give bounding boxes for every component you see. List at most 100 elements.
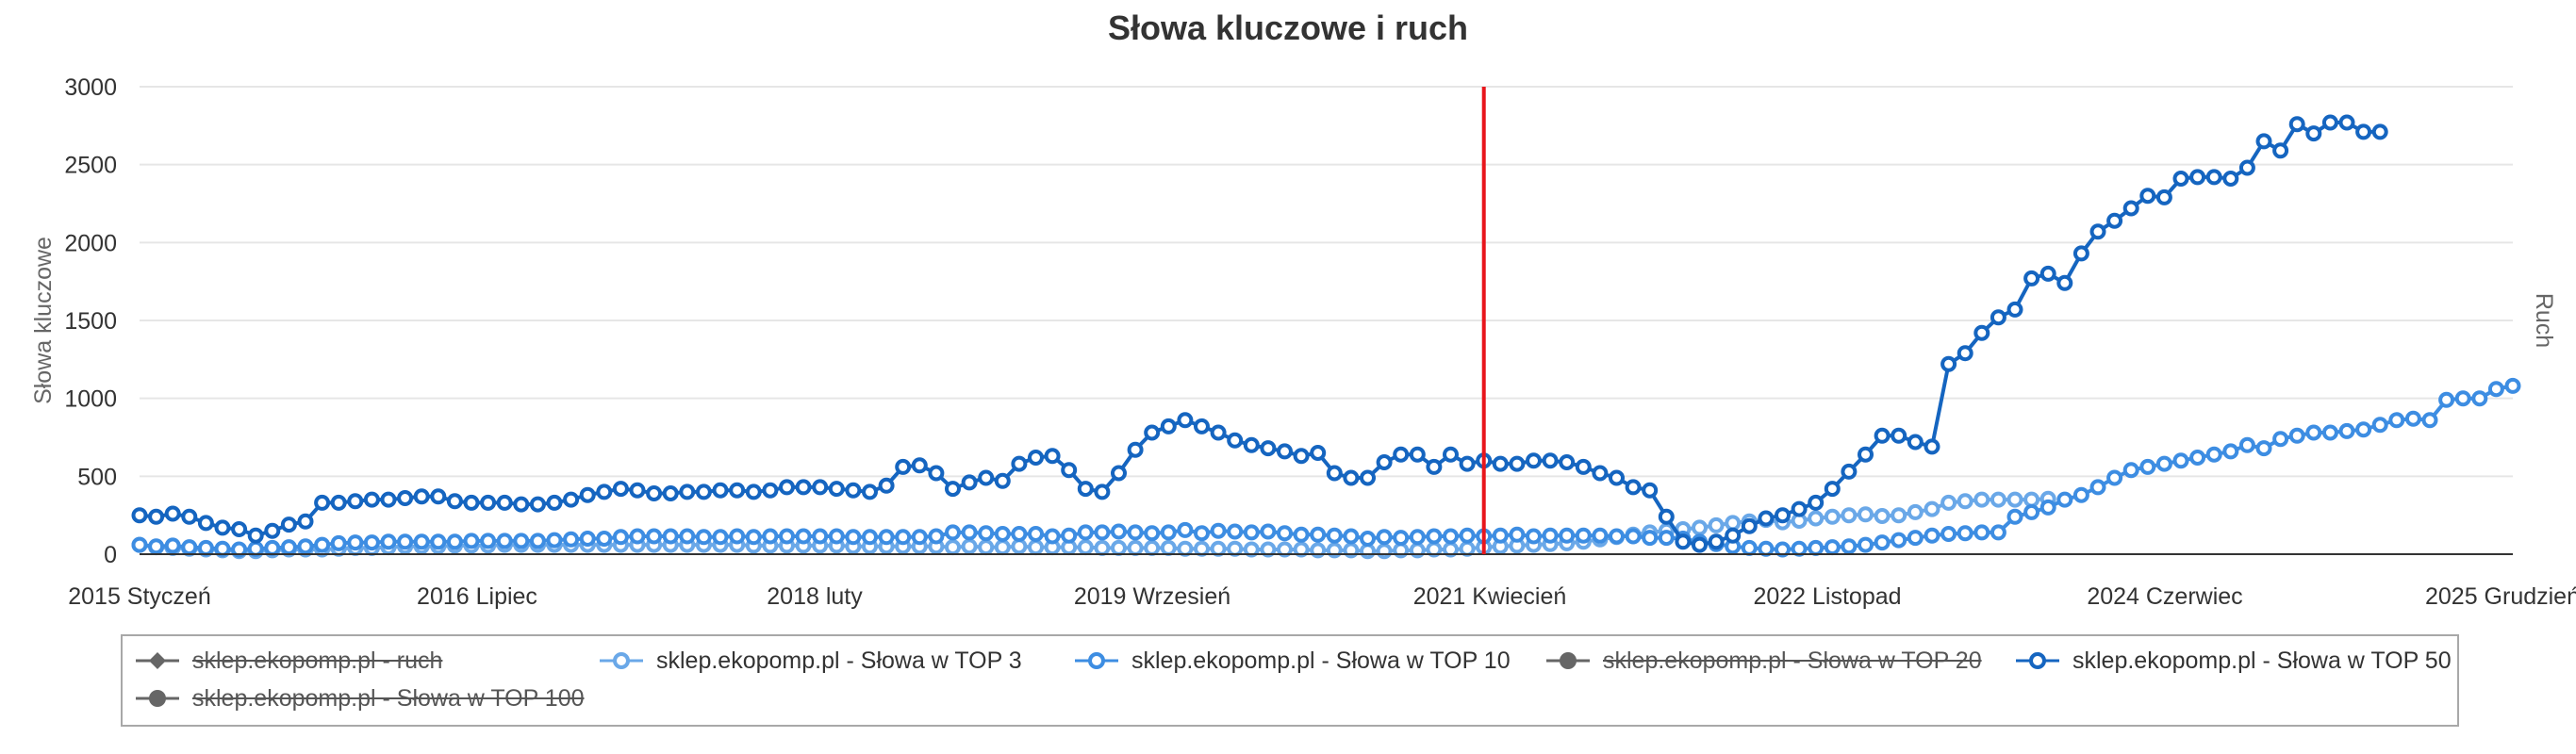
data-point[interactable] [1127, 524, 1144, 541]
data-point[interactable] [612, 481, 629, 498]
data-point[interactable] [1973, 491, 1990, 508]
data-point[interactable] [2122, 200, 2139, 217]
data-point[interactable] [1824, 539, 1841, 556]
data-point[interactable] [1891, 427, 1907, 444]
data-point[interactable] [2139, 458, 2156, 475]
data-point[interactable] [2155, 455, 2172, 472]
data-point[interactable] [1973, 324, 1990, 341]
data-point[interactable] [1526, 452, 1542, 469]
data-point[interactable] [463, 494, 480, 511]
data-point[interactable] [1642, 482, 1659, 499]
data-point[interactable] [2504, 377, 2521, 394]
data-point[interactable] [1957, 345, 1973, 362]
data-point[interactable] [961, 524, 978, 541]
data-point[interactable] [994, 472, 1011, 489]
data-point[interactable] [828, 481, 845, 498]
data-point[interactable] [2321, 424, 2338, 441]
data-point[interactable] [795, 479, 812, 496]
data-point[interactable] [712, 529, 729, 546]
data-point[interactable] [2238, 159, 2255, 176]
data-point[interactable] [779, 479, 795, 496]
data-point[interactable] [380, 533, 397, 550]
data-point[interactable] [1758, 540, 1775, 557]
data-point[interactable] [297, 538, 314, 555]
data-point[interactable] [1725, 515, 1742, 532]
data-point[interactable] [1243, 436, 1260, 453]
data-point[interactable] [1924, 527, 1940, 544]
data-point[interactable] [1459, 540, 1476, 557]
data-point[interactable] [1692, 519, 1708, 536]
data-point[interactable] [546, 494, 563, 511]
data-point[interactable] [1426, 528, 1443, 545]
data-point[interactable] [1658, 530, 1675, 547]
data-point[interactable] [2072, 245, 2089, 262]
legend-item-top100[interactable]: sklep.ekopomp.pl - Słowa w TOP 100 [136, 681, 585, 715]
data-point[interactable] [1194, 418, 1210, 434]
data-point[interactable] [1293, 448, 1310, 465]
data-point[interactable] [1775, 541, 1791, 558]
data-point[interactable] [779, 528, 795, 545]
data-point[interactable] [745, 484, 762, 500]
data-point[interactable] [1210, 424, 1227, 441]
data-point[interactable] [1592, 527, 1609, 544]
data-point[interactable] [845, 529, 862, 546]
data-point[interactable] [1111, 539, 1127, 556]
data-point[interactable] [1028, 539, 1044, 556]
data-point[interactable] [264, 539, 281, 556]
data-point[interactable] [1874, 508, 1891, 524]
data-point[interactable] [1310, 445, 1327, 461]
data-point[interactable] [164, 505, 181, 522]
data-point[interactable] [1625, 528, 1642, 545]
data-point[interactable] [1243, 541, 1260, 558]
data-point[interactable] [712, 482, 729, 499]
data-point[interactable] [2321, 114, 2338, 131]
data-point[interactable] [1940, 494, 1957, 511]
data-point[interactable] [1841, 538, 1858, 555]
data-point[interactable] [1957, 493, 1973, 510]
data-point[interactable] [1326, 465, 1343, 482]
data-point[interactable] [911, 529, 928, 546]
data-point[interactable] [978, 525, 995, 542]
data-point[interactable] [1692, 536, 1708, 553]
data-point[interactable] [2371, 417, 2388, 434]
data-point[interactable] [2056, 274, 2073, 291]
data-point[interactable] [2454, 390, 2471, 407]
data-point[interactable] [1360, 531, 1376, 547]
data-point[interactable] [994, 539, 1011, 556]
data-point[interactable] [513, 496, 530, 513]
data-point[interactable] [1708, 533, 1725, 550]
data-point[interactable] [1426, 458, 1443, 475]
data-point[interactable] [2272, 431, 2289, 448]
data-point[interactable] [596, 484, 613, 500]
data-point[interactable] [1791, 500, 1808, 517]
data-point[interactable] [1609, 528, 1625, 545]
data-point[interactable] [1990, 309, 2006, 326]
data-point[interactable] [2355, 123, 2372, 140]
data-point[interactable] [1990, 491, 2006, 508]
data-point[interactable] [2023, 491, 2040, 508]
data-point[interactable] [446, 533, 463, 550]
data-point[interactable] [1177, 540, 1194, 557]
data-point[interactable] [978, 539, 995, 556]
data-point[interactable] [812, 528, 829, 545]
data-point[interactable] [2305, 125, 2322, 142]
data-point[interactable] [1526, 528, 1542, 545]
data-point[interactable] [745, 529, 762, 546]
data-point[interactable] [1940, 526, 1957, 542]
data-point[interactable] [878, 529, 895, 546]
legend-item-top10[interactable]: sklep.ekopomp.pl - Słowa w TOP 10 [1075, 644, 1511, 678]
data-point[interactable] [2205, 446, 2222, 463]
data-point[interactable] [1990, 524, 2006, 541]
legend-item-top20[interactable]: sklep.ekopomp.pl - Słowa w TOP 20 [1546, 644, 1982, 678]
data-point[interactable] [563, 491, 580, 508]
data-point[interactable] [1028, 450, 1044, 466]
data-point[interactable] [513, 533, 530, 549]
data-point[interactable] [2106, 212, 2123, 229]
data-point[interactable] [1227, 540, 1244, 557]
data-point[interactable] [247, 540, 264, 557]
data-point[interactable] [1858, 446, 1874, 463]
data-point[interactable] [2172, 452, 2189, 469]
data-point[interactable] [1044, 448, 1061, 465]
data-point[interactable] [1824, 481, 1841, 498]
data-point[interactable] [1509, 526, 1526, 543]
